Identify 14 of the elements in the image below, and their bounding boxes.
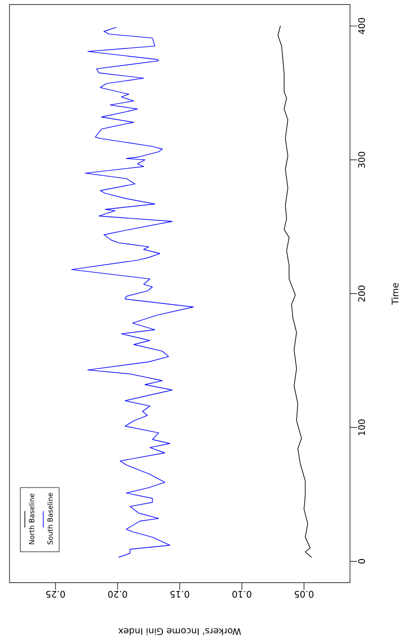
y-tick-label: 300 <box>358 152 365 168</box>
line-series <box>71 27 194 558</box>
y-tick-label: 200 <box>358 286 365 302</box>
x-tick-label: 0.10 <box>232 590 252 598</box>
y-tick-label: 100 <box>358 419 365 436</box>
x-tick-label: 0.25 <box>46 590 65 598</box>
x-tick-label: 0.15 <box>170 590 190 598</box>
y-tick-label: 0 <box>358 559 365 564</box>
line-series <box>278 26 312 558</box>
x-tick-label: 0.05 <box>294 590 314 598</box>
y-axis-title: Time <box>392 283 398 305</box>
x-tick-label: 0.20 <box>108 590 128 598</box>
x-axis-title: Workers' Income Gini Index <box>118 628 241 636</box>
y-tick-label: 400 <box>358 18 365 34</box>
